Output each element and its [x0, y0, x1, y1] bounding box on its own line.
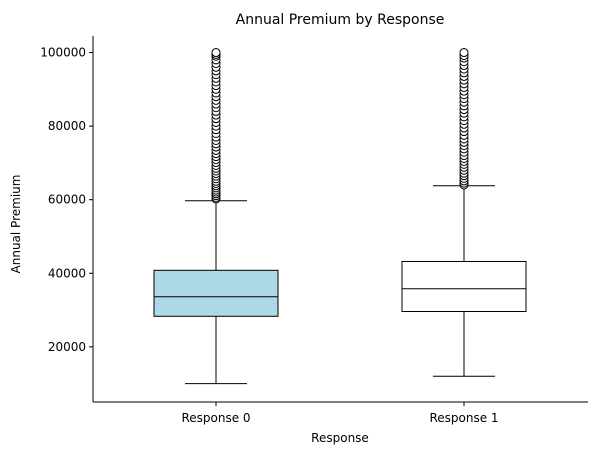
box-group	[153, 48, 279, 385]
x-ticks: Response 0 Response 1	[181, 402, 499, 425]
x-tick-label: Response 1	[429, 411, 498, 425]
iqr-box	[153, 269, 279, 317]
outlier-point	[211, 48, 221, 58]
chart-title: Annual Premium by Response	[236, 12, 445, 28]
y-ticks: 20000 40000 60000 80000 100000	[40, 46, 93, 354]
box-group	[401, 48, 527, 377]
y-tick-label: 80000	[48, 119, 86, 133]
iqr-box	[401, 260, 527, 313]
y-tick-label: 100000	[40, 46, 86, 60]
y-axis-label: Annual Premium	[9, 175, 23, 274]
y-tick-label: 40000	[48, 266, 86, 280]
y-tick-label: 20000	[48, 340, 86, 354]
outlier-point	[459, 48, 469, 58]
x-axis-label: Response	[311, 431, 369, 445]
y-tick-label: 60000	[48, 193, 86, 207]
plot-area	[153, 48, 527, 385]
x-tick-label: Response 0	[181, 411, 250, 425]
